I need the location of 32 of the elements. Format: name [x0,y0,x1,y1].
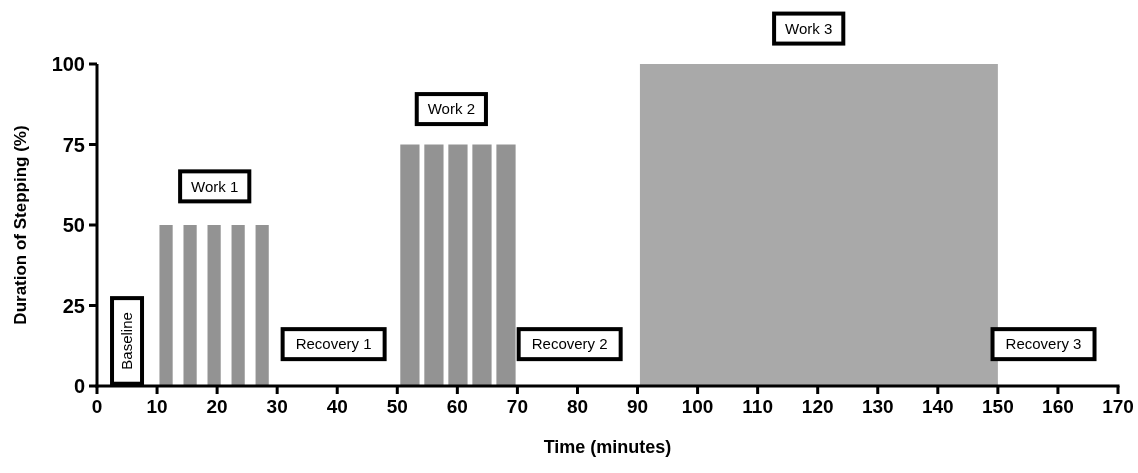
x-tick-label: 80 [566,396,589,417]
annotation: Recovery 3 [1005,335,1082,353]
annotation: Work 1 [191,177,239,195]
x-tick-label: 60 [446,396,468,417]
x-tick-label: 130 [861,396,894,417]
x-tick-label: 120 [801,396,834,417]
x-tick-label: 100 [681,396,714,417]
annotation: Baseline [118,312,136,370]
x-tick-label: 170 [1102,396,1134,417]
y-tick-label: 0 [73,375,85,397]
x-tick-label: 10 [146,396,168,417]
x-tick-label: 30 [266,396,288,417]
x-tick-label: 140 [921,396,954,417]
x-tick-label: 150 [982,396,1014,417]
x-axis-title: Time (minutes) [543,437,672,457]
y-tick-label: 75 [62,133,85,156]
x-tick-label: 0 [91,396,103,417]
x-tick-label: 40 [326,396,348,417]
x-tick-label: 70 [506,396,528,417]
x-tick-label: 110 [742,396,773,417]
text: Work 3 [785,19,833,37]
y-tick-label: 50 [62,214,85,236]
x-tick-label: 50 [386,396,408,417]
y-tick-label: 100 [51,53,85,75]
annotation: Recovery 2 [531,335,608,353]
x-tick-label: 160 [1042,396,1074,417]
annotation: Recovery 1 [295,335,372,353]
x-tick-label: 20 [206,396,228,417]
y-axis-title: Duration of Stepping (%) [11,125,30,325]
x-tick-label: 90 [626,396,649,417]
y-tick-label: 25 [62,294,85,317]
annotation: Work 2 [427,100,475,118]
